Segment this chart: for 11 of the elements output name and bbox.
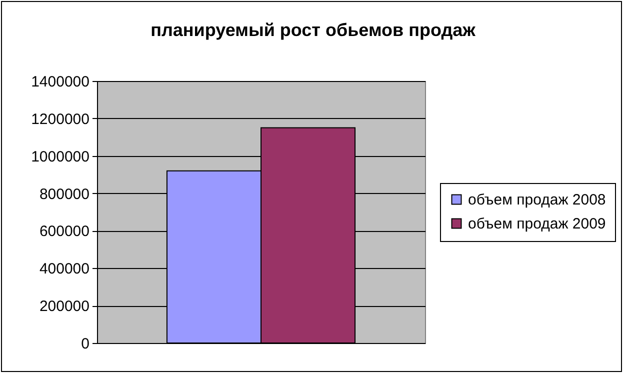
y-tick-label: 800000 [39,186,90,203]
y-tick-label: 600000 [39,223,90,240]
y-tick-label: 1000000 [31,148,90,166]
y-tick-label: 1400000 [31,74,90,90]
y-tick-label: 0 [81,336,90,352]
y-tick-label: 200000 [39,298,90,316]
legend-label: объем продаж 2008 [468,192,606,208]
y-tick-label: 1200000 [31,110,90,128]
y-tick-label: 400000 [39,260,90,278]
chart-title: планируемый рост обьемов продаж [150,20,476,40]
legend-label: объем продаж 2009 [468,216,606,232]
